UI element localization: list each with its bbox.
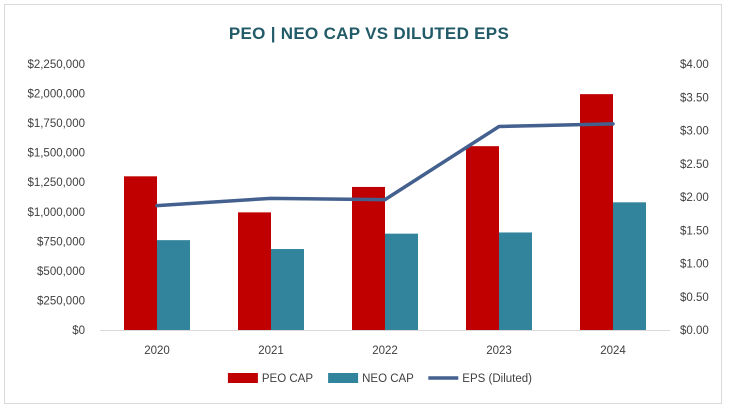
left-tick-label: $2,250,000 xyxy=(27,59,85,71)
legend-label: NEO CAP xyxy=(362,373,414,385)
legend-swatch xyxy=(328,373,359,383)
left-axis: $0 $250,000 $500,000 $750,000 $1,000,000 $1,2… xyxy=(27,59,85,337)
x-axis: 2020 2021 2022 2023 2024 xyxy=(100,330,670,357)
bar-neo-cap xyxy=(157,240,190,330)
bar-peo-cap xyxy=(352,186,385,330)
right-tick-label: $0.00 xyxy=(680,325,709,337)
left-tick-label: $250,000 xyxy=(37,295,85,307)
bar-neo-cap xyxy=(499,232,532,330)
right-tick-label: $2.00 xyxy=(680,192,709,204)
bar-peo-cap xyxy=(466,146,499,330)
bar-peo-cap xyxy=(238,212,271,330)
right-tick-label: $2.50 xyxy=(680,159,709,171)
right-tick-label: $3.00 xyxy=(680,126,709,138)
bar-series xyxy=(124,94,646,330)
left-tick-label: $750,000 xyxy=(37,236,85,248)
right-tick-label: $1.50 xyxy=(680,225,709,237)
left-tick-label: $500,000 xyxy=(37,266,85,278)
bar-peo-cap xyxy=(124,176,157,330)
legend-label: EPS (Diluted) xyxy=(462,373,532,385)
x-tick-label: 2021 xyxy=(258,345,284,357)
x-tick-label: 2024 xyxy=(600,345,626,357)
left-tick-label: $1,250,000 xyxy=(27,177,85,189)
right-tick-label: $4.00 xyxy=(680,59,709,71)
left-tick-label: $0 xyxy=(72,325,85,337)
bar-neo-cap xyxy=(613,202,646,330)
left-tick-label: $1,750,000 xyxy=(27,118,85,130)
bar-neo-cap xyxy=(385,233,418,330)
right-tick-label: $0.50 xyxy=(680,292,709,304)
left-tick-label: $2,000,000 xyxy=(27,89,85,101)
line-series xyxy=(155,122,615,208)
left-tick-label: $1,500,000 xyxy=(27,148,85,160)
x-tick-label: 2020 xyxy=(144,345,170,357)
legend: PEO CAP NEO CAP EPS (Diluted) xyxy=(227,373,532,385)
x-tick-label: 2022 xyxy=(372,345,398,357)
bar-peo-cap xyxy=(580,94,613,330)
legend-label: PEO CAP xyxy=(262,373,313,385)
right-axis: $0.00 $0.50 $1.00 $1.50 $2.00 $2.50 $3.00 $3.50… xyxy=(680,59,709,337)
legend-swatch xyxy=(227,373,258,383)
right-tick-label: $1.00 xyxy=(680,259,709,271)
right-tick-label: $3.50 xyxy=(680,92,709,104)
bar-neo-cap xyxy=(271,249,304,330)
eps-line xyxy=(155,122,615,208)
x-tick-label: 2023 xyxy=(486,345,512,357)
chart-title: PEO | NEO CAP VS DILUTED EPS xyxy=(228,24,510,43)
left-tick-label: $1,000,000 xyxy=(27,207,85,219)
